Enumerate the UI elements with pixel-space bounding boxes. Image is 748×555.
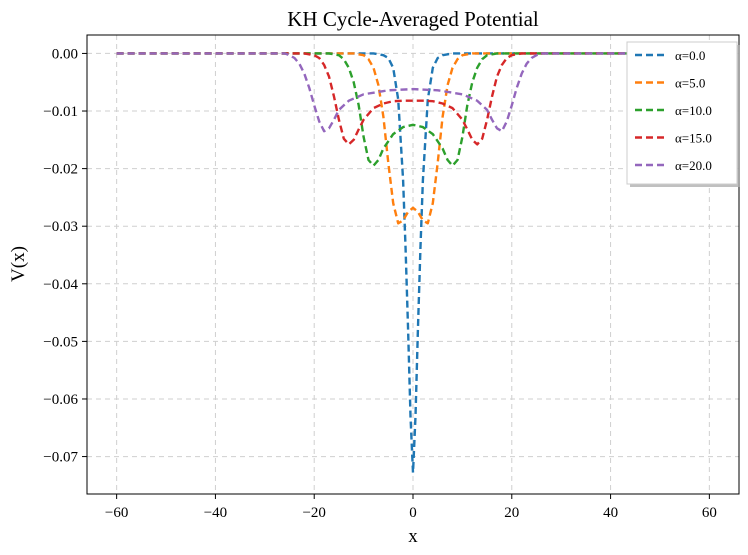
x-tick-label: −60: [105, 505, 128, 521]
y-axis-label: V(x): [8, 246, 29, 282]
x-tick-label: 60: [702, 505, 717, 521]
y-tick-label: −0.03: [43, 219, 78, 235]
y-tick-label: −0.07: [43, 450, 78, 466]
legend-box: [626, 41, 738, 185]
series-layer: [116, 52, 710, 474]
x-tick-label: −40: [204, 505, 227, 521]
legend-label-4: α=20.0: [675, 158, 712, 173]
x-tick-label: 0: [409, 505, 417, 521]
y-tick-label: −0.06: [43, 392, 78, 408]
series-line-2: [116, 52, 710, 167]
series-line-0: [116, 52, 710, 474]
chart-title: KH Cycle-Averaged Potential: [287, 7, 539, 31]
legend-label-0: α=0.0: [675, 48, 705, 63]
series-line-1: [116, 52, 710, 225]
y-axis-ticks: 0.00 −0.01 −0.02 −0.03 −0.04 −0.05 −0.06 −0.07: [43, 46, 87, 466]
legend-label-2: α=10.0: [675, 103, 712, 118]
y-tick-label: −0.05: [43, 334, 78, 350]
series-line-4: [116, 52, 710, 133]
x-tick-label: −20: [302, 505, 325, 521]
x-tick-label: 40: [603, 505, 618, 521]
legend-label-3: α=15.0: [675, 131, 712, 146]
y-tick-label: −0.04: [43, 277, 78, 293]
y-tick-label: −0.01: [43, 104, 78, 120]
x-axis-ticks: −60 −40 −20 0 20 40 60: [105, 494, 717, 521]
y-tick-label: 0.00: [52, 46, 78, 62]
x-tick-label: 20: [504, 505, 519, 521]
legend: α=0.0 α=5.0 α=10.0 α=15.0 α=20.0: [626, 41, 740, 187]
x-axis-label: x: [408, 526, 418, 547]
y-tick-label: −0.02: [43, 162, 78, 178]
legend-label-1: α=5.0: [675, 76, 705, 91]
